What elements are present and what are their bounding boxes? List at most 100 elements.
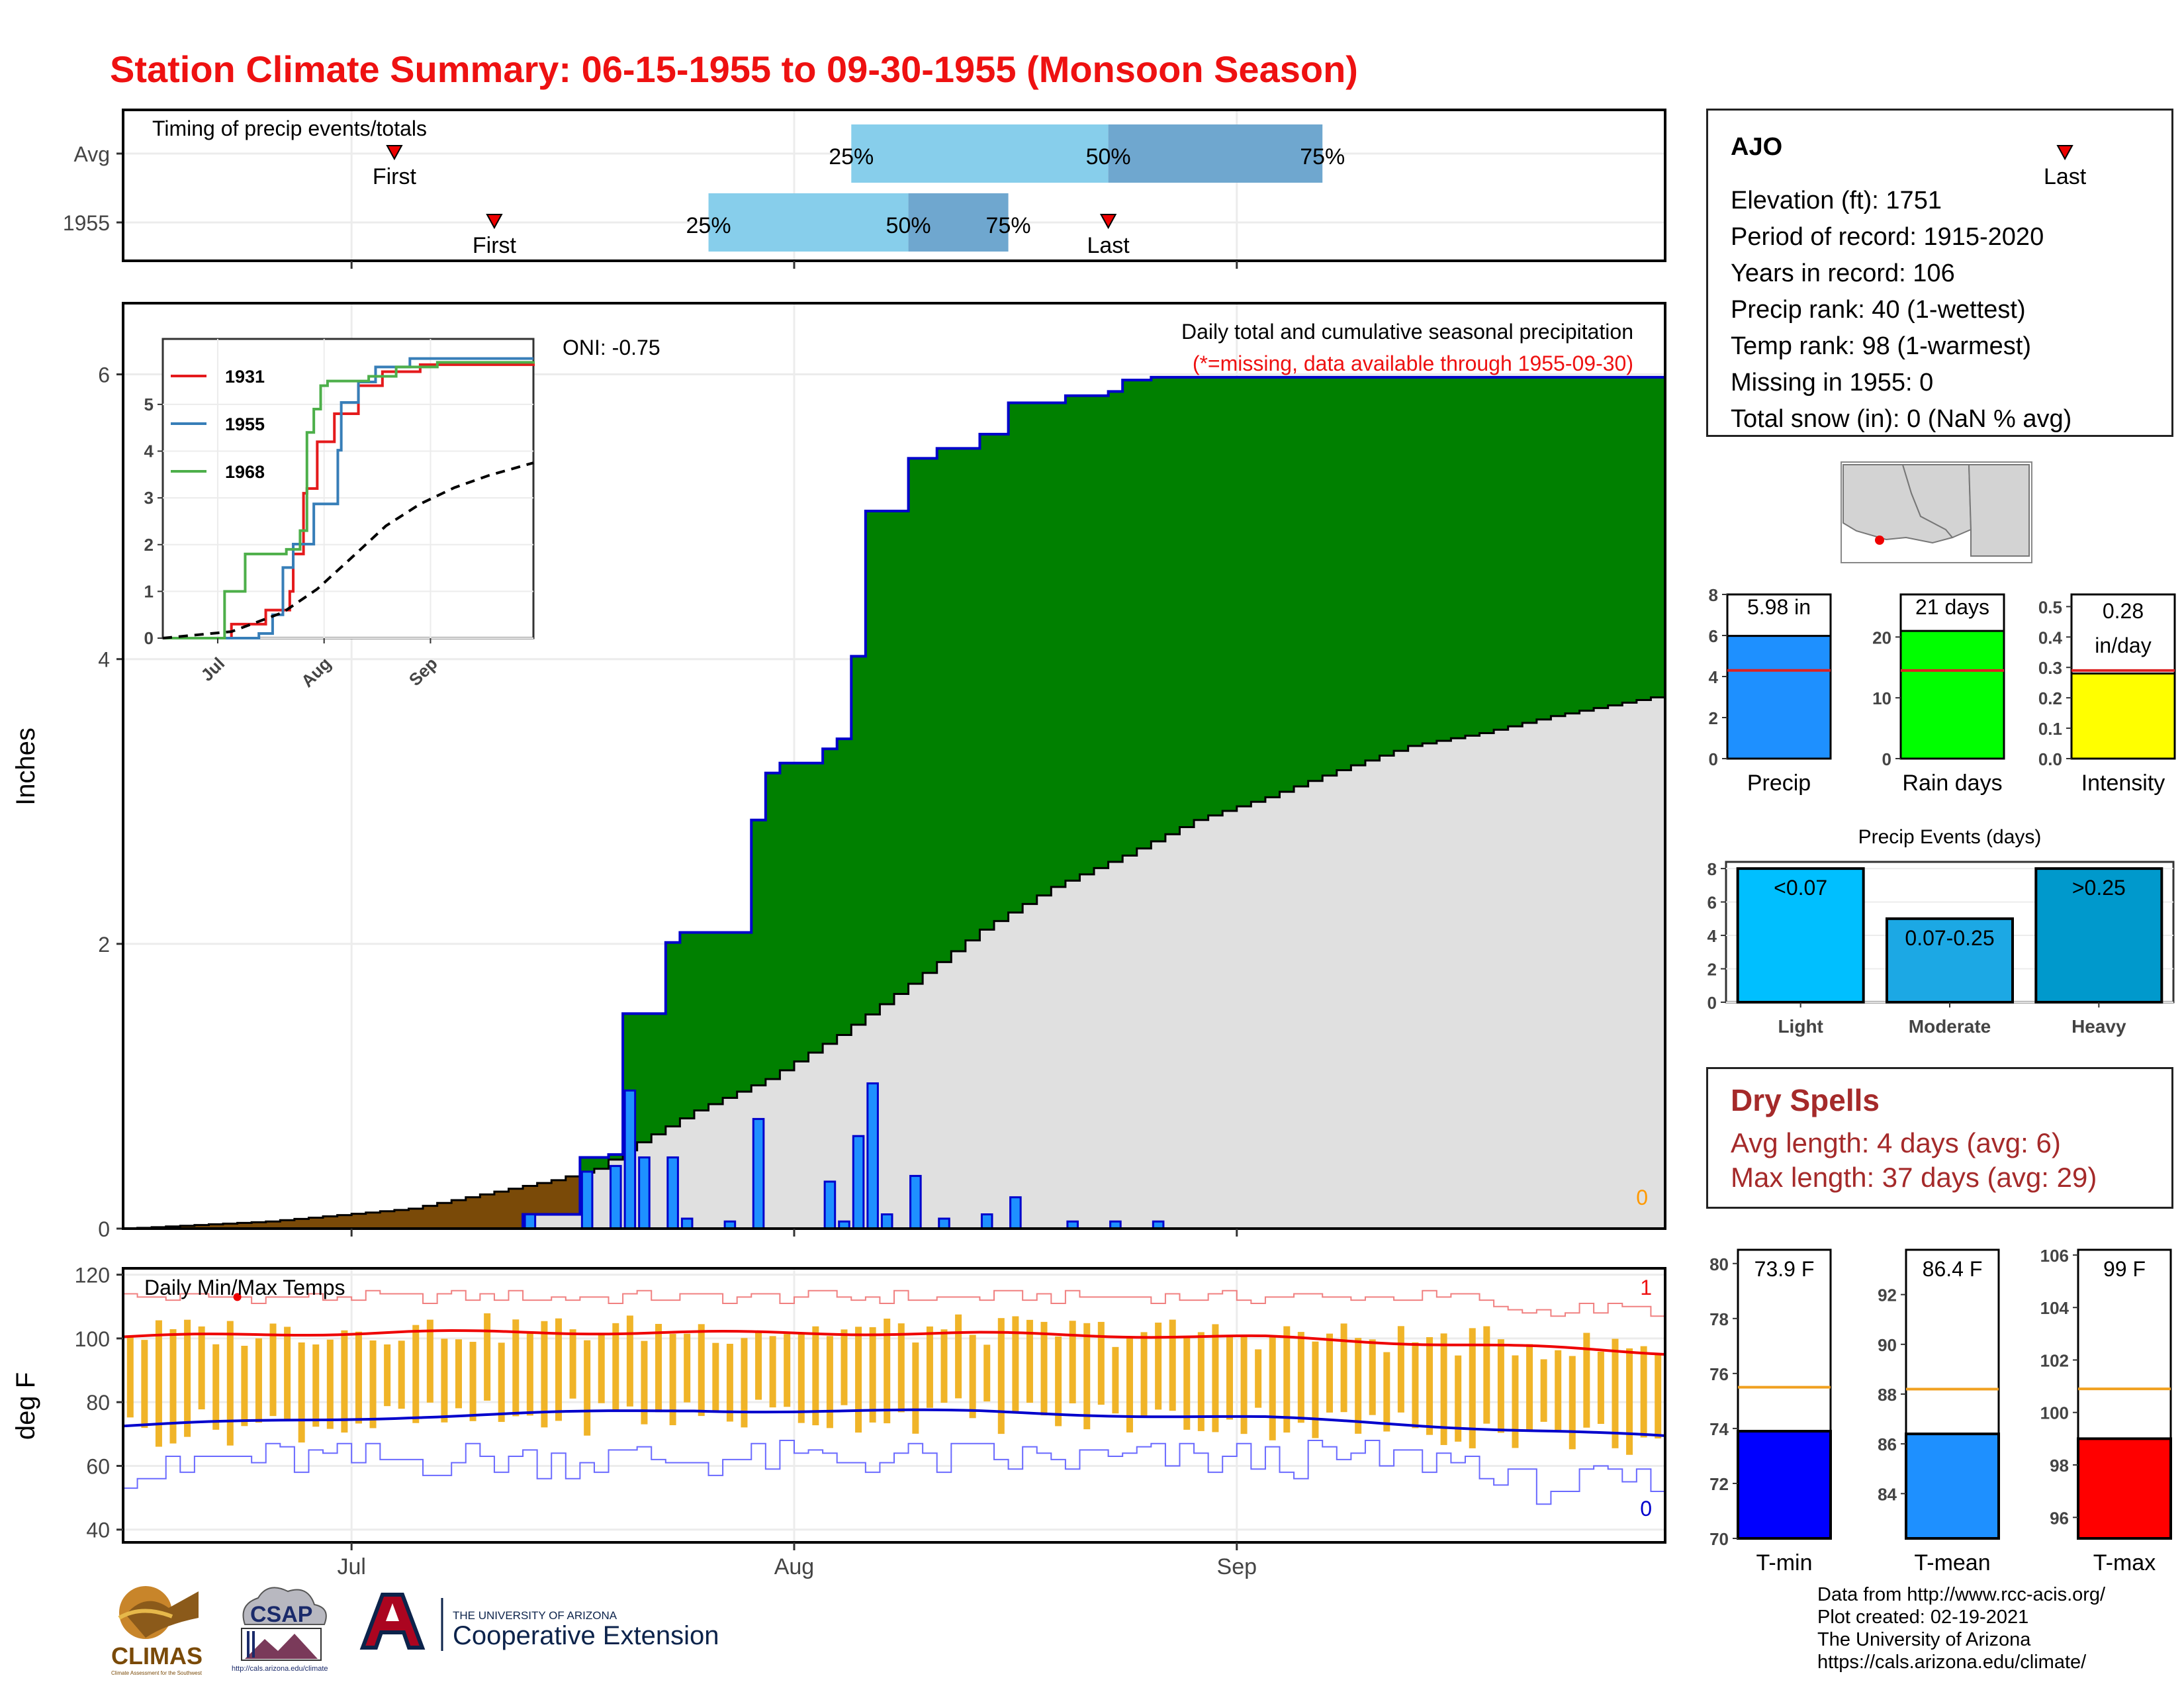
climas-logo: CLIMAS Climate Assessment for the Southw… — [111, 1586, 203, 1676]
daily-temp-bar — [1355, 1338, 1362, 1434]
inset-ytick-label: 3 — [144, 488, 154, 508]
climas-logo-text: CLIMAS — [111, 1642, 203, 1669]
precip-events-chart: Precip Events (days) <0.07 Light 0.07-0.25 M… — [1707, 826, 2175, 1037]
daily-temp-bar — [298, 1342, 305, 1443]
timing-bar-25-50 — [851, 124, 1109, 183]
precip-event-bar-label: 0.07-0.25 — [1905, 926, 1994, 950]
total-ytick-label: 0.3 — [2038, 658, 2062, 678]
credit-plot-created: Plot created: 02-19-2021 — [1817, 1607, 2029, 1628]
timing-pct-label: 75% — [986, 213, 1031, 238]
temp-total-bar — [1905, 1432, 2000, 1540]
total-category-label: Precip — [1747, 771, 1811, 796]
dry-spells-max-length: Max length: 37 days (avg: 29) — [1731, 1162, 2097, 1193]
dry-spells-panel: Dry Spells Avg length: 4 days (avg: 6) M… — [1706, 1067, 2173, 1209]
daily-precip-bar — [580, 1170, 594, 1230]
total-ytick-label: 0.5 — [2038, 597, 2062, 617]
total-value-label: 0.28 — [2103, 599, 2144, 623]
daily-precip-bar — [638, 1156, 651, 1230]
inset-legend-label: 1955 — [225, 414, 265, 434]
daily-temp-bar — [1597, 1351, 1604, 1425]
daily-precip-bar — [623, 1089, 637, 1230]
daily-temp-bar — [1140, 1332, 1148, 1417]
main-ytick-label: 6 — [98, 363, 110, 387]
station-temp-rank: Temp rank: 98 (1-warmest) — [1731, 332, 2032, 360]
temp-total-ytick-label: 78 — [1709, 1309, 1729, 1329]
total-ytick-label: 0 — [1882, 749, 1891, 769]
daily-temp-bar — [1440, 1333, 1447, 1445]
surplus-area — [580, 377, 1665, 1173]
daily-temp-bar — [126, 1336, 134, 1418]
temp-total-ytick-label: 86 — [1878, 1434, 1897, 1454]
temp-total-ytick-label: 76 — [1709, 1364, 1729, 1384]
temperature-panel: Daily Min/Max Temps 1 0 40 60 80 100 120 deg F Ju… — [11, 1264, 1666, 1579]
temp-total-ytick-label: 90 — [1878, 1335, 1897, 1355]
logos-strip: CLIMAS Climate Assessment for the Southw… — [111, 1586, 719, 1676]
csap-logo-text: CSAP — [250, 1602, 312, 1627]
daily-temp-bar — [512, 1319, 520, 1417]
daily-temp-bar — [669, 1334, 676, 1426]
daily-temp-bar — [1426, 1336, 1433, 1435]
daily-temp-bar — [1212, 1324, 1219, 1432]
daily-temp-bar — [926, 1326, 933, 1408]
precip-event-category: Moderate — [1909, 1016, 1991, 1037]
daily-precip-bar — [909, 1174, 922, 1230]
station-missing: Missing in 1955: 0 — [1731, 369, 1934, 397]
timing-first-marker — [486, 214, 503, 230]
daily-temp-bar — [1340, 1323, 1347, 1413]
temp-total-value-label: 73.9 F — [1754, 1257, 1815, 1281]
temp-title: Daily Min/Max Temps — [144, 1276, 345, 1299]
daily-temp-bar — [884, 1318, 891, 1424]
timing-panel-border — [122, 109, 1666, 262]
temp-total-category-label: T-mean — [1914, 1550, 1990, 1575]
events-ytick-label: 4 — [1707, 926, 1717, 946]
daily-temp-bar — [1055, 1336, 1062, 1427]
daily-temp-bar — [641, 1340, 648, 1425]
record-high-line — [123, 1289, 1666, 1317]
credit-url: https://cals.arizona.edu/climate/ — [1817, 1652, 2087, 1673]
daily-temp-bar — [1497, 1339, 1504, 1433]
ua-line-2: Cooperative Extension — [453, 1621, 719, 1650]
daily-temp-bar — [912, 1342, 919, 1434]
dry-spells-avg-length: Avg length: 4 days (avg: 6) — [1731, 1127, 2061, 1158]
total-ytick-label: 0.1 — [2038, 719, 2062, 739]
station-name: AJO — [1731, 133, 1783, 161]
daily-temp-bar — [684, 1333, 691, 1403]
daily-temp-bar — [369, 1340, 377, 1429]
main-chart-header: Daily total and cumulative seasonal prec… — [1181, 320, 1633, 344]
daily-temp-bar — [1083, 1323, 1091, 1430]
daily-temp-bar — [1297, 1332, 1304, 1423]
daily-temp-bar — [1240, 1335, 1248, 1434]
daily-temp-bar — [226, 1321, 234, 1446]
daily-temp-bar — [1155, 1323, 1162, 1410]
precip-event-category: Light — [1778, 1016, 1823, 1037]
daily-temp-bar — [1326, 1333, 1334, 1413]
total-value-label: 21 days — [1915, 595, 1989, 619]
daily-temp-bar — [741, 1338, 748, 1428]
daily-temp-bar — [1255, 1349, 1262, 1408]
daily-temp-bar — [326, 1339, 334, 1429]
daily-temp-bar — [1512, 1355, 1519, 1448]
daily-temp-bar — [412, 1325, 420, 1423]
daily-temp-bar — [526, 1333, 533, 1416]
daily-temp-bar — [555, 1318, 563, 1421]
temp-xtick-label: Aug — [774, 1554, 815, 1579]
temp-ytick-label: 120 — [75, 1264, 110, 1288]
avg-min-temp-line — [122, 1408, 1666, 1437]
daily-temp-bar — [1226, 1336, 1233, 1420]
daily-temp-bar — [141, 1340, 148, 1429]
daily-temp-bar — [940, 1329, 948, 1403]
inset-ytick-label: 5 — [144, 395, 154, 414]
seasonal-total-rain-days: 21 days 0 10 20 Rain days — [1872, 593, 2005, 796]
temp-ytick-label: 100 — [75, 1327, 110, 1351]
deficit-area — [137, 1176, 580, 1229]
timing-first-label: First — [373, 164, 417, 189]
daily-precip-bar — [1009, 1196, 1022, 1230]
main-panel-border — [122, 302, 1666, 1230]
temp-total-bar — [1737, 1430, 1832, 1540]
daily-temp-bar — [1369, 1339, 1376, 1415]
daily-temp-bar — [355, 1331, 362, 1424]
daily-temp-bar — [169, 1329, 177, 1444]
station-total-snow: Total snow (in): 0 (NaN % avg) — [1731, 405, 2072, 433]
station-period-of-record: Period of record: 1915-2020 — [1731, 223, 2044, 251]
